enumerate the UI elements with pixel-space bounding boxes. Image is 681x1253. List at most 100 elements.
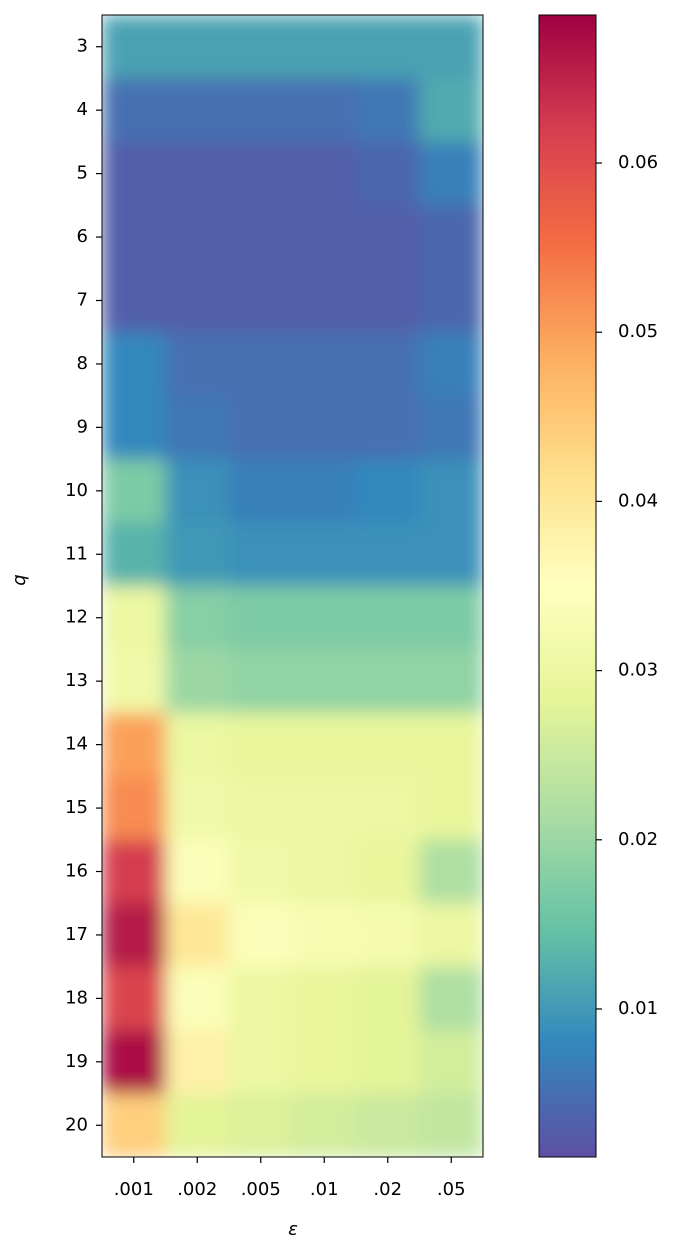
heatmap-cell [419, 332, 483, 397]
y-tick-label: 13 [65, 670, 88, 691]
y-tick-label: 10 [65, 480, 88, 501]
heatmap-cell [229, 776, 293, 841]
heatmap-cell [356, 78, 420, 143]
heatmap-cell [229, 839, 293, 904]
heatmap-cell [165, 966, 230, 1031]
colorbar-tick-label: 0.06 [618, 152, 658, 173]
colorbar [538, 14, 597, 1158]
x-tick-label: .02 [373, 1179, 402, 1200]
heatmap-cell [356, 1093, 420, 1157]
heatmap-cell [356, 205, 420, 270]
heatmap-cell [229, 966, 293, 1031]
heatmap-cell [229, 903, 293, 968]
heatmap-cell [165, 268, 230, 333]
heatmap-cell [419, 776, 483, 841]
heatmap-cell [356, 15, 420, 79]
y-tick-label: 18 [65, 987, 88, 1008]
heatmap-cell [165, 649, 230, 714]
heatmap-cell [102, 903, 166, 968]
heatmap-cell [229, 712, 293, 777]
heatmap-cell [165, 839, 230, 904]
heatmap-cell [165, 15, 230, 79]
heatmap-cell [292, 712, 357, 777]
heatmap-cell [356, 649, 420, 714]
heatmap-cell [356, 522, 420, 587]
heatmap-cell [356, 141, 420, 206]
heatmap-cell [165, 712, 230, 777]
heatmap-cell [102, 522, 166, 587]
heatmap-cell [229, 268, 293, 333]
heatmap-cell [292, 332, 357, 397]
heatmap-cell [102, 1030, 166, 1095]
heatmap-cell [292, 205, 357, 270]
heatmap-cell [356, 966, 420, 1031]
y-tick-label: 16 [65, 861, 88, 882]
heatmap-cell [292, 268, 357, 333]
heatmap-cell [292, 966, 357, 1031]
heatmap-cell [292, 1030, 357, 1095]
heatmap-cell [292, 839, 357, 904]
heatmap-cell [292, 586, 357, 650]
cells [102, 15, 483, 1157]
heatmap-cell [356, 903, 420, 968]
heatmap-cell [292, 649, 357, 714]
heatmap-cell [102, 712, 166, 777]
heatmap-cell [419, 395, 483, 460]
heatmap-cell [229, 1030, 293, 1095]
x-tick-label: .002 [177, 1179, 217, 1200]
heatmap-cell [356, 395, 420, 460]
heatmap-cell [419, 903, 483, 968]
heatmap-cell [102, 1093, 166, 1157]
heatmap-cell [165, 78, 230, 143]
y-axis-label: q [9, 574, 30, 585]
heatmap-cell [292, 141, 357, 206]
y-tick-label: 8 [77, 353, 88, 374]
heatmap-cell [419, 522, 483, 587]
heatmap-cell [229, 649, 293, 714]
heatmap-cell [229, 459, 293, 524]
heatmap-cell [165, 459, 230, 524]
heatmap-cell [419, 205, 483, 270]
heatmap-cell [102, 395, 166, 460]
heatmap-cell [292, 522, 357, 587]
heatmap-cell [165, 141, 230, 206]
heatmap-cell [419, 1030, 483, 1095]
heatmap-cell [165, 522, 230, 587]
heatmap-cell [165, 1093, 230, 1157]
y-tick-label: 20 [65, 1114, 88, 1135]
heatmap-cell [419, 649, 483, 714]
y-tick-label: 5 [77, 163, 88, 184]
colorbar-tick-label: 0.03 [618, 660, 658, 681]
colorbar-tick-label: 0.04 [618, 490, 658, 511]
heatmap-cell [102, 15, 166, 79]
heatmap-cell [356, 332, 420, 397]
heatmap-cell [356, 776, 420, 841]
y-tick-label: 12 [65, 607, 88, 628]
heatmap-cell [165, 1030, 230, 1095]
heatmap-cell [102, 966, 166, 1031]
plot-frame [101, 14, 484, 1158]
heatmap-cell [419, 268, 483, 333]
x-tick-label: .005 [241, 1179, 281, 1200]
colorbar-tick-label: 0.02 [618, 829, 658, 850]
heatmap-cell [356, 268, 420, 333]
heatmap-cell [165, 776, 230, 841]
heatmap-cell [419, 966, 483, 1031]
heatmap-cell [102, 586, 166, 650]
y-tick-label: 15 [65, 797, 88, 818]
heatmap-cell [102, 332, 166, 397]
heatmap-cell [102, 268, 166, 333]
heatmap-cell [419, 586, 483, 650]
heatmap-cell [419, 839, 483, 904]
heatmap-cell [165, 332, 230, 397]
heatmap-cell [165, 586, 230, 650]
y-tick-label: 17 [65, 924, 88, 945]
y-tick-label: 19 [65, 1051, 88, 1072]
heatmap-cell [292, 459, 357, 524]
heatmap-cell [292, 78, 357, 143]
heatmap-cell [229, 205, 293, 270]
y-tick-label: 7 [77, 290, 88, 311]
heatmap-cell [356, 459, 420, 524]
y-tick-label: 6 [77, 226, 88, 247]
